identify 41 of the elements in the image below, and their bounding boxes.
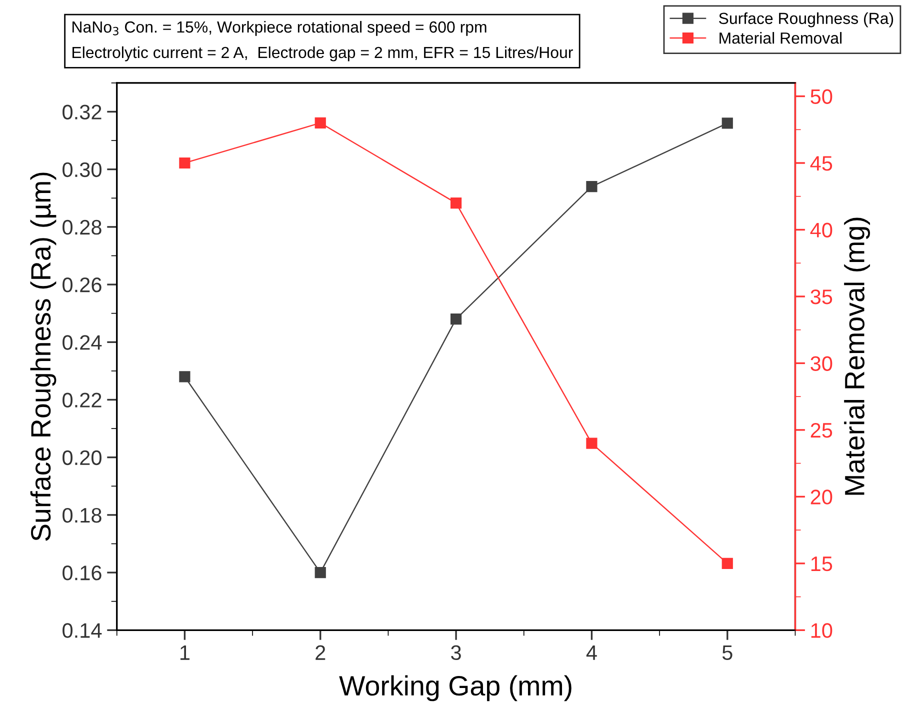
legend-label: Surface Roughness (Ra): [719, 12, 894, 28]
point: [450, 197, 462, 209]
y2-tick-label: 50: [810, 89, 832, 104]
x-axis-title: Working Gap (mm): [339, 675, 572, 702]
x-tick-label: 5: [722, 646, 732, 660]
point: [314, 566, 326, 578]
y-tick-label: 0.22: [62, 392, 102, 408]
y2-tick-label: 25: [810, 422, 832, 438]
y-tick-label: 0.24: [62, 335, 102, 350]
y2-tick-label: 35: [810, 289, 832, 304]
y-tick-label: 0.20: [62, 450, 102, 466]
y-tick-label: 0.14: [62, 623, 102, 638]
legend-label: Material Removal: [720, 32, 842, 44]
y-tick-label: 0.26: [62, 278, 102, 292]
y-tick-label: 0.18: [62, 508, 102, 523]
point: [586, 181, 598, 192]
y2-tick-label: 30: [810, 356, 832, 371]
y-tick-label: 0.16: [62, 566, 102, 580]
text: NaNo$_{3}$ Con. = 15%, Workpiece rotational speed = 600 rpm: [72, 20, 486, 36]
y-tick-label: 0.28: [62, 220, 102, 235]
y2-tick-label: 10: [811, 623, 832, 638]
y-tick-label: 0.32: [62, 104, 102, 120]
text: Electrolytic current = 2 A, Electrode gap = 2 mm, EFR = 15 Litres/Hour: [72, 46, 573, 62]
y-axis-title: Surface Roughness (Ra) (µm): [30, 172, 56, 541]
point: [722, 118, 733, 129]
x-tick-label: 4: [586, 646, 597, 660]
y2-tick-label: 20: [810, 490, 832, 504]
y2-tick-label: 15: [811, 556, 832, 572]
point: [179, 157, 190, 169]
y2-tick-label: 40: [810, 222, 832, 238]
x-tick-label: 1: [180, 646, 190, 660]
y2-axis-title: Material Removal (mg): [844, 218, 870, 495]
point: [586, 438, 598, 449]
y-tick-label: 0.30: [62, 162, 102, 178]
point: [314, 117, 326, 129]
point: [450, 314, 462, 325]
y2-tick-label: 45: [810, 156, 832, 171]
point: [179, 371, 190, 382]
x-tick-label: 2: [316, 645, 326, 660]
x-tick-label: 3: [451, 645, 461, 660]
point: [722, 558, 733, 569]
